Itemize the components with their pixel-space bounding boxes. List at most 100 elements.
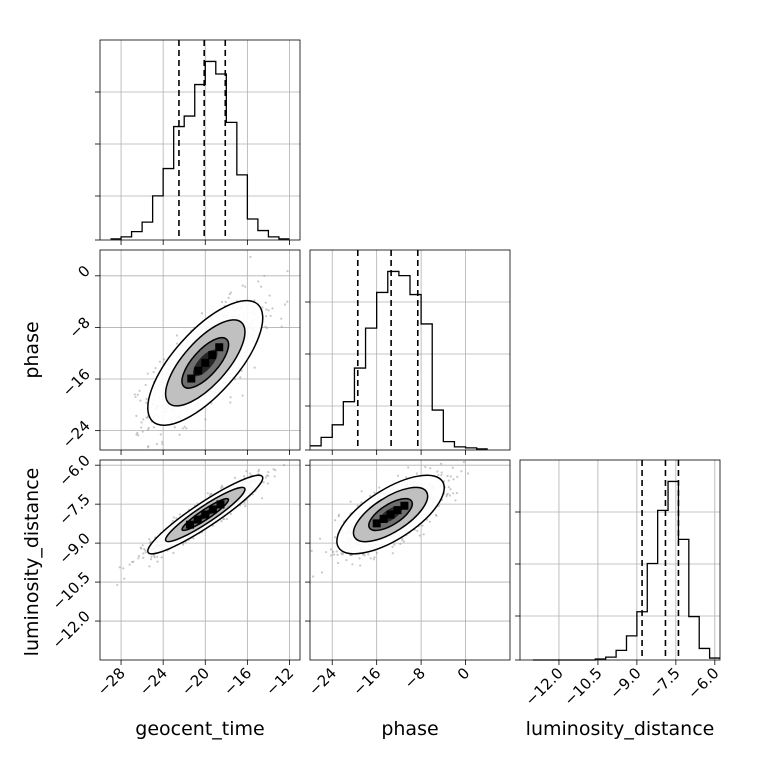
scatter-geocent-phase-point	[185, 427, 188, 430]
scatter-geocent-lumdist-point	[131, 560, 134, 564]
scatter-geocent-phase-point	[244, 285, 247, 288]
scatter-geocent-lumdist-xtick-label-0: −28	[94, 664, 129, 699]
scatter-geocent-phase-point	[283, 303, 287, 306]
scatter-geocent-lumdist-point	[243, 475, 246, 478]
scatter-geocent-phase-point	[146, 372, 149, 375]
scatter-geocent-phase-point	[265, 315, 268, 318]
scatter-phase-lumdist-point	[330, 554, 333, 557]
scatter-geocent-lumdist-point	[244, 504, 247, 508]
scatter-geocent-lumdist-point	[142, 556, 145, 559]
scatter-geocent-lumdist-point	[221, 486, 224, 489]
scatter-geocent-lumdist-ytick-label-0: −6.0	[55, 451, 93, 489]
scatter-phase-lumdist-point	[391, 545, 394, 548]
scatter-geocent-phase-point	[152, 370, 155, 374]
scatter-phase-lumdist-point	[418, 534, 421, 537]
scatter-geocent-phase-point	[263, 274, 266, 278]
scatter-geocent-lumdist-point	[123, 577, 126, 580]
scatter-geocent-phase-point	[257, 280, 260, 283]
scatter-geocent-lumdist-xtick-label-2: −20	[178, 664, 213, 699]
scatter-phase-lumdist-point	[454, 499, 457, 502]
scatter-phase-lumdist-point	[424, 465, 427, 469]
scatter-geocent-phase-density-cell	[201, 358, 210, 367]
scatter-phase-lumdist-point	[440, 473, 443, 477]
scatter-phase-lumdist-point	[393, 543, 396, 546]
scatter-geocent-phase-point	[134, 395, 137, 399]
scatter-phase-lumdist-point	[451, 466, 454, 469]
hist-luminosity-distance-xtick-label-3: −7.5	[645, 664, 683, 702]
scatter-phase-lumdist-point	[429, 467, 432, 470]
scatter-phase-lumdist-point	[436, 470, 439, 473]
scatter-phase-lumdist-point	[373, 491, 376, 494]
scatter-geocent-phase-point	[267, 309, 270, 312]
hist-geocent-time-histogram-step	[110, 60, 290, 240]
scatter-phase-lumdist-point	[405, 476, 408, 479]
scatter-phase-lumdist-point	[378, 486, 381, 489]
hist-phase-histogram-step	[310, 270, 488, 450]
scatter-geocent-lumdist-point	[144, 549, 147, 552]
scatter-phase-lumdist-point	[372, 558, 375, 561]
scatter-phase-lumdist-point	[334, 536, 337, 539]
scatter-phase-lumdist-density-cell	[379, 514, 388, 523]
scatter-geocent-lumdist-point	[160, 556, 163, 559]
scatter-geocent-phase-point	[241, 284, 244, 287]
scatter-geocent-lumdist-point	[272, 468, 275, 471]
hist-luminosity-distance-frame	[519, 459, 721, 661]
scatter-phase-lumdist-point	[437, 473, 440, 477]
scatter-geocent-phase-point	[136, 393, 139, 396]
scatter-geocent-phase-density-cell	[215, 343, 224, 352]
scatter-phase-lumdist-point	[466, 472, 470, 475]
scatter-geocent-phase-point	[141, 430, 144, 433]
scatter-geocent-phase-point	[261, 306, 264, 309]
scatter-geocent-lumdist-point	[171, 519, 174, 523]
scatter-phase-lumdist-points	[307, 457, 470, 578]
hist-luminosity-distance-histogram-step	[532, 480, 720, 661]
scatter-geocent-phase-point	[280, 325, 283, 328]
scatter-geocent-lumdist-xtick-label-1: −24	[136, 664, 171, 699]
scatter-phase-lumdist-point	[401, 537, 404, 540]
scatter-geocent-lumdist-point	[267, 471, 270, 474]
scatter-phase-lumdist-frame	[309, 459, 511, 661]
scatter-phase-lumdist-point	[391, 552, 394, 555]
scatter-phase-lumdist-point	[422, 533, 425, 536]
scatter-phase-lumdist-point	[351, 563, 354, 566]
scatter-phase-lumdist-point	[435, 514, 438, 517]
scatter-geocent-phase-point	[264, 301, 267, 304]
scatter-geocent-phase-ytick-label-2: −16	[59, 365, 94, 400]
scatter-geocent-phase-point	[181, 427, 184, 430]
scatter-geocent-phase-point	[94, 438, 96, 440]
scatter-phase-lumdist-point	[307, 548, 309, 550]
scatter-geocent-phase-point	[158, 360, 162, 363]
scatter-geocent-lumdist-points	[116, 464, 286, 587]
scatter-geocent-lumdist-point	[137, 554, 141, 558]
scatter-geocent-phase-point	[265, 327, 268, 330]
scatter-geocent-phase-point	[241, 394, 244, 397]
scatter-geocent-phase-point	[264, 325, 267, 328]
scatter-phase-lumdist-point	[363, 554, 366, 557]
scatter-phase-lumdist-point	[423, 457, 425, 459]
scatter-geocent-phase-point	[253, 366, 256, 369]
scatter-phase-lumdist-xtick-label-0: −24	[305, 664, 340, 699]
scatter-phase-lumdist-point	[447, 485, 450, 489]
scatter-phase-lumdist-point	[440, 471, 443, 474]
scatter-geocent-lumdist-point	[144, 551, 147, 554]
scatter-geocent-lumdist-point	[262, 481, 265, 484]
scatter-phase-lumdist-point	[336, 561, 340, 565]
scatter-geocent-phase-point	[240, 369, 243, 372]
scatter-geocent-lumdist-density-cell	[208, 505, 217, 514]
scatter-geocent-lumdist-density-cell	[201, 510, 210, 519]
scatter-phase-lumdist-point	[359, 564, 362, 567]
scatter-geocent-lumdist-point	[249, 472, 252, 475]
scatter-phase-lumdist-point	[455, 491, 459, 495]
scatter-geocent-phase-point	[159, 433, 162, 436]
scatter-phase-lumdist-point	[401, 539, 404, 542]
scatter-geocent-lumdist-point	[142, 552, 145, 555]
scatter-geocent-phase-point	[135, 414, 138, 417]
scatter-geocent-phase-point	[178, 433, 181, 436]
scatter-geocent-phase-point	[138, 389, 141, 392]
scatter-geocent-lumdist-point	[175, 517, 178, 520]
scatter-geocent-lumdist-point	[152, 554, 156, 557]
scatter-geocent-lumdist-point	[264, 476, 268, 479]
scatter-geocent-phase-ytick-label-3: −24	[59, 417, 94, 452]
scatter-geocent-lumdist-point	[156, 555, 159, 558]
